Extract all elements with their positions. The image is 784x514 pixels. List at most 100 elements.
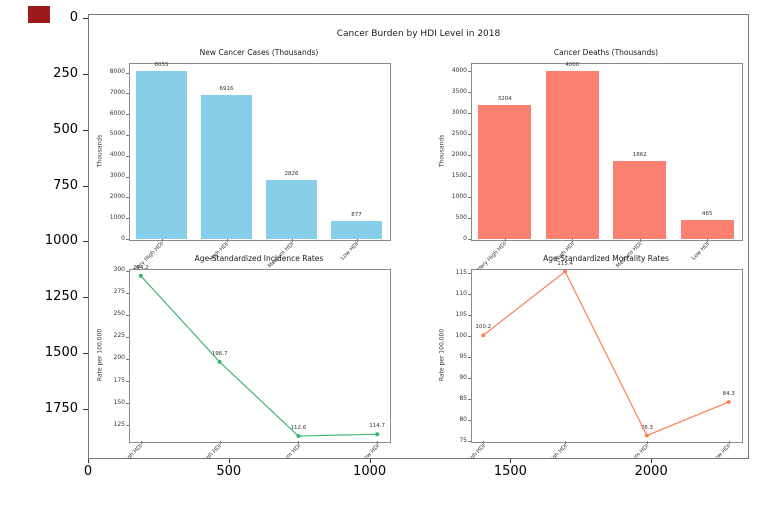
- outer-y-tick-label: 0: [69, 10, 78, 25]
- y-tick-mark: [468, 315, 471, 317]
- y-tick-mark: [468, 197, 471, 199]
- chart-title-mortality-rates: Age-Standardized Mortality Rates: [543, 254, 669, 263]
- y-tick-mark: [126, 270, 129, 272]
- line-series: [481, 269, 731, 438]
- outer-y-tick-mark: [83, 73, 88, 75]
- bar: [545, 71, 599, 239]
- y-tick-mark: [468, 378, 471, 380]
- data-point-marker: [217, 359, 222, 364]
- plot-area: [471, 269, 743, 443]
- y-tick-label: 125: [113, 420, 125, 428]
- y-tick-label: 0: [463, 234, 467, 242]
- x-tick-mark: [565, 441, 567, 444]
- outer-x-tick-label: 1000: [353, 464, 387, 479]
- y-tick-mark: [468, 420, 471, 422]
- line-chart-incidence-rates: 125 150 175 200 225 250 275 300 Very High HDI Hig…: [89, 15, 748, 458]
- y-tick-mark: [126, 134, 129, 136]
- x-tick-mark: [483, 441, 485, 444]
- y-tick-mark: [126, 425, 129, 427]
- outer-x-tick-mark: [651, 459, 653, 463]
- y-tick-mark: [126, 72, 129, 74]
- y-tick-mark: [126, 403, 129, 405]
- y-tick-label: 110: [455, 289, 467, 297]
- plot-area: [129, 269, 391, 443]
- outer-y-tick-label: 1750: [44, 401, 78, 417]
- bar-value-label: 877: [351, 211, 362, 218]
- point-value-label: 100.2: [475, 324, 492, 331]
- x-tick-label: Medium HDI: [622, 443, 651, 459]
- outer-y-tick-mark: [83, 297, 88, 299]
- y-tick-mark: [468, 155, 471, 157]
- x-tick-mark: [140, 441, 142, 444]
- y-tick-mark: [468, 92, 471, 94]
- y-tick-mark: [126, 381, 129, 383]
- y-tick-mark: [468, 399, 471, 401]
- y-tick-mark: [126, 336, 129, 338]
- bar-value-label: 1862: [632, 151, 647, 158]
- data-point-marker: [563, 269, 568, 274]
- x-tick-mark: [639, 239, 641, 242]
- y-tick-mark: [126, 114, 129, 116]
- line-series: [138, 273, 380, 439]
- y-tick-mark: [126, 239, 129, 240]
- line-path: [140, 275, 378, 437]
- y-tick-label: 1000: [451, 192, 467, 200]
- outer-y-tick-mark: [83, 18, 88, 19]
- bar: [201, 95, 252, 239]
- y-tick-label: 90: [459, 373, 467, 381]
- x-tick-mark: [728, 441, 730, 444]
- y-tick-mark: [468, 441, 471, 442]
- y-tick-label: 225: [113, 332, 125, 340]
- y-tick-label: 4000: [109, 151, 125, 159]
- figure-suptitle: Cancer Burden by HDI Level in 2018: [336, 29, 501, 39]
- outer-y-tick-mark: [83, 353, 88, 355]
- x-tick-mark: [646, 441, 648, 444]
- y-tick-label: 250: [113, 310, 125, 318]
- y-tick-label: 2500: [451, 129, 467, 137]
- y-tick-label: 200: [113, 354, 125, 362]
- y-tick-label: 100: [455, 331, 467, 339]
- y-tick-mark: [126, 176, 129, 178]
- y-tick-mark: [468, 273, 471, 275]
- y-tick-label: 75: [459, 436, 467, 444]
- y-tick-label: 275: [113, 288, 125, 296]
- y-tick-mark: [468, 134, 471, 136]
- y-tick-mark: [468, 294, 471, 296]
- y-tick-label: 4000: [451, 66, 467, 74]
- bar-value-label: 4000: [565, 62, 580, 69]
- bar-value-label: 8055: [154, 62, 169, 69]
- y-tick-mark: [126, 358, 129, 360]
- outer-x-tick-mark: [369, 459, 371, 463]
- y-tick-label: 3500: [451, 87, 467, 95]
- plot-area: [471, 63, 743, 241]
- y-tick-mark: [468, 113, 471, 115]
- y-tick-mark: [468, 357, 471, 359]
- outer-x-tick-mark: [88, 459, 89, 463]
- y-tick-label: 3000: [109, 172, 125, 180]
- outer-x-tick-mark: [228, 459, 230, 463]
- y-tick-label: 2000: [451, 150, 467, 158]
- outer-x-tick-mark: [510, 459, 512, 463]
- x-tick-mark: [504, 239, 506, 242]
- outer-x-tick-label: 0: [83, 464, 93, 479]
- outer-y-tick-label: 750: [53, 177, 78, 193]
- y-tick-mark: [126, 93, 129, 95]
- y-tick-mark: [126, 292, 129, 294]
- outer-x-tick-label: 2000: [634, 464, 668, 479]
- x-tick-mark: [226, 239, 228, 242]
- bar: [478, 104, 532, 239]
- x-tick-label: Low HDI: [712, 443, 733, 459]
- y-tick-label: 0: [121, 234, 125, 242]
- bar: [331, 220, 382, 239]
- y-tick-mark: [126, 197, 129, 199]
- y-tick-label: 1500: [451, 171, 467, 179]
- x-tick-mark: [377, 441, 379, 444]
- data-point-marker: [644, 433, 649, 438]
- bar: [136, 71, 187, 239]
- y-tick-label: 2000: [109, 192, 125, 200]
- x-tick-mark: [291, 239, 293, 242]
- data-point-marker: [296, 434, 301, 439]
- point-value-label: 115.4: [557, 260, 573, 267]
- bar-chart-new-cancer-cases: 0 1000 2000 3000 4000 5000 6000 7000 8000 Very Hi…: [89, 15, 748, 458]
